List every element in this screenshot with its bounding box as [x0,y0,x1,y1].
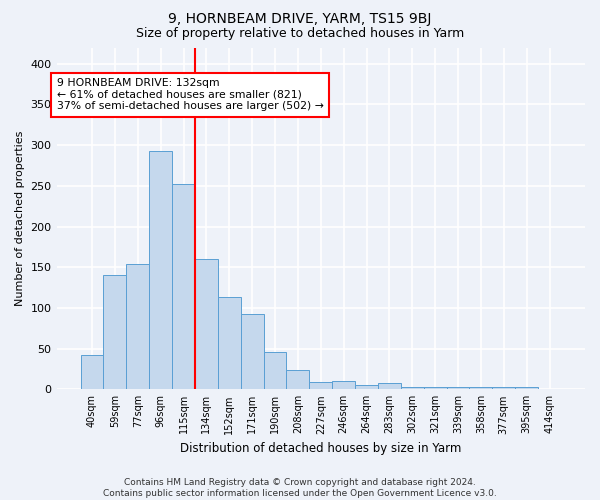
Bar [378,383,401,390]
Text: 9, HORNBEAM DRIVE, YARM, TS15 9BJ: 9, HORNBEAM DRIVE, YARM, TS15 9BJ [169,12,431,26]
Bar [195,259,218,390]
Bar [401,387,424,390]
Bar [286,370,310,390]
Text: Contains HM Land Registry data © Crown copyright and database right 2024.
Contai: Contains HM Land Registry data © Crown c… [103,478,497,498]
Bar [310,382,332,390]
Bar [263,352,286,390]
Text: 9 HORNBEAM DRIVE: 132sqm
← 61% of detached houses are smaller (821)
37% of semi-: 9 HORNBEAM DRIVE: 132sqm ← 61% of detach… [56,78,323,112]
Bar [149,151,172,390]
Bar [332,381,355,390]
Bar [80,355,103,390]
Bar [127,264,149,390]
Bar [424,387,446,390]
Bar [241,314,263,390]
Text: Size of property relative to detached houses in Yarm: Size of property relative to detached ho… [136,28,464,40]
Bar [515,387,538,390]
Bar [172,184,195,390]
X-axis label: Distribution of detached houses by size in Yarm: Distribution of detached houses by size … [180,442,461,455]
Bar [103,274,127,390]
Bar [469,387,493,390]
Bar [218,298,241,390]
Y-axis label: Number of detached properties: Number of detached properties [15,130,25,306]
Bar [446,387,469,390]
Bar [493,387,515,390]
Bar [355,385,378,390]
